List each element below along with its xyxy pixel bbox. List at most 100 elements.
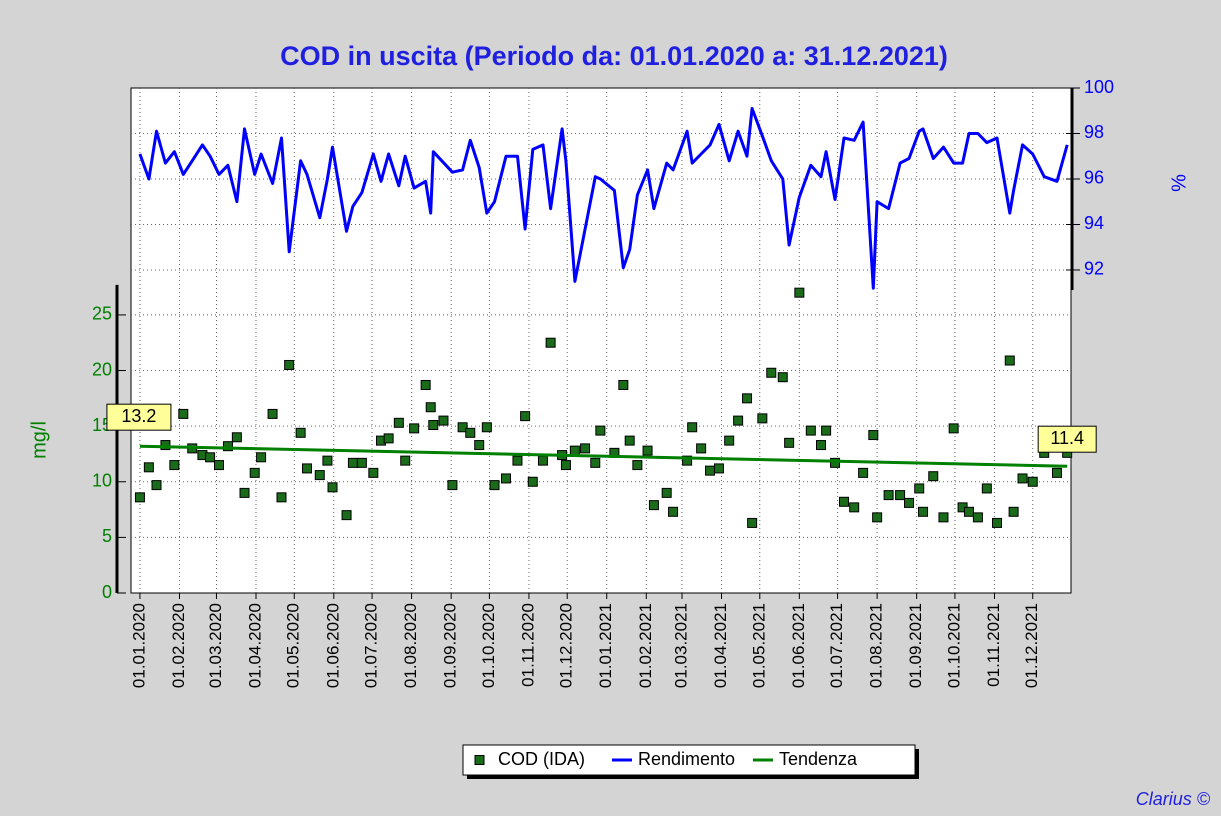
- point: [948, 423, 959, 434]
- point: [821, 425, 832, 436]
- x-tick-label: 01.07.2020: [362, 603, 381, 688]
- point: [560, 460, 571, 471]
- point: [972, 512, 983, 523]
- point: [393, 417, 404, 428]
- point: [160, 440, 171, 451]
- point: [963, 506, 974, 517]
- point: [143, 462, 154, 473]
- x-tick-label: 01.06.2020: [323, 603, 342, 688]
- point: [383, 433, 394, 444]
- point: [489, 480, 500, 491]
- point: [1017, 473, 1028, 484]
- point: [661, 487, 672, 498]
- point: [457, 422, 468, 433]
- plot-area: [130, 87, 1072, 594]
- y-tick-label: 5: [102, 526, 112, 546]
- annotation: Clarius ©: [1136, 789, 1211, 809]
- value-label: 11.4: [1050, 428, 1084, 448]
- point: [527, 476, 538, 487]
- x-tick-label: 01.05.2021: [749, 603, 768, 688]
- point: [757, 413, 768, 424]
- point: [420, 379, 431, 390]
- point: [545, 337, 556, 348]
- point: [830, 457, 841, 468]
- point: [169, 460, 180, 471]
- point: [928, 471, 939, 482]
- point: [784, 437, 795, 448]
- point: [992, 517, 1003, 528]
- point: [569, 445, 580, 456]
- point: [624, 435, 635, 446]
- y2-tick-label: 98: [1084, 122, 1104, 142]
- y2-tick-label: 94: [1084, 213, 1104, 233]
- line: [138, 107, 1069, 290]
- x-tick-label: 01.01.2020: [129, 603, 148, 688]
- line: [139, 444, 1068, 468]
- point: [314, 470, 325, 481]
- legend-label: Rendimento: [638, 749, 735, 769]
- point: [1004, 355, 1015, 366]
- point: [747, 517, 758, 528]
- x-tick-label: 01.12.2020: [557, 603, 576, 688]
- x-tick-label: 01.08.2020: [401, 603, 420, 688]
- point: [777, 372, 788, 383]
- point: [481, 422, 492, 433]
- point: [705, 465, 716, 476]
- point: [1027, 476, 1038, 487]
- point: [642, 445, 653, 456]
- x-tick-label: 01.09.2021: [906, 603, 925, 688]
- point: [938, 512, 949, 523]
- point: [409, 423, 420, 434]
- point: [134, 492, 145, 503]
- point: [249, 467, 260, 478]
- point: [425, 402, 436, 413]
- x-tick-label: 01.07.2021: [827, 603, 846, 688]
- point: [696, 443, 707, 454]
- point: [428, 420, 439, 431]
- point: [816, 440, 827, 451]
- point: [590, 457, 601, 468]
- point: [682, 455, 693, 466]
- legend-label: Tendenza: [779, 749, 858, 769]
- point: [838, 496, 849, 507]
- legend: [462, 744, 916, 776]
- point: [713, 463, 724, 474]
- x-tick-label: 01.03.2020: [206, 603, 225, 688]
- point: [883, 490, 894, 501]
- x-tick-label: 01.02.2021: [636, 603, 655, 688]
- point: [805, 425, 816, 436]
- point: [904, 497, 915, 508]
- chart-title: COD in uscita (Periodo da: 01.01.2020 a:…: [280, 41, 948, 71]
- point: [632, 460, 643, 471]
- x-tick-label: 01.10.2021: [944, 603, 963, 688]
- point: [151, 480, 162, 491]
- point: [267, 408, 278, 419]
- y-tick-label: 20: [92, 359, 112, 379]
- y2-tick-label: 92: [1084, 259, 1104, 279]
- point: [918, 506, 929, 517]
- point: [742, 393, 753, 404]
- legend-label: COD (IDA): [498, 749, 585, 769]
- x-tick-label: 01.08.2021: [867, 603, 886, 688]
- x-tick-label: 01.11.2021: [984, 603, 1003, 687]
- y2-axis-label: %: [1168, 174, 1190, 192]
- point: [222, 441, 233, 452]
- value-label-box: [106, 403, 172, 431]
- point: [322, 455, 333, 466]
- point: [872, 512, 883, 523]
- point: [256, 452, 267, 463]
- value-label-box: [1037, 425, 1097, 453]
- point: [512, 455, 523, 466]
- point: [239, 487, 250, 498]
- x-tick-label: 01.11.2020: [518, 603, 537, 687]
- point: [981, 483, 992, 494]
- point: [1051, 467, 1062, 478]
- point: [356, 457, 367, 468]
- x-tick-label: 01.05.2020: [284, 603, 303, 688]
- point: [327, 482, 338, 493]
- point: [276, 492, 287, 503]
- x-tick-label: 01.10.2020: [479, 603, 498, 688]
- y-tick-label: 0: [102, 582, 112, 602]
- point: [520, 411, 531, 422]
